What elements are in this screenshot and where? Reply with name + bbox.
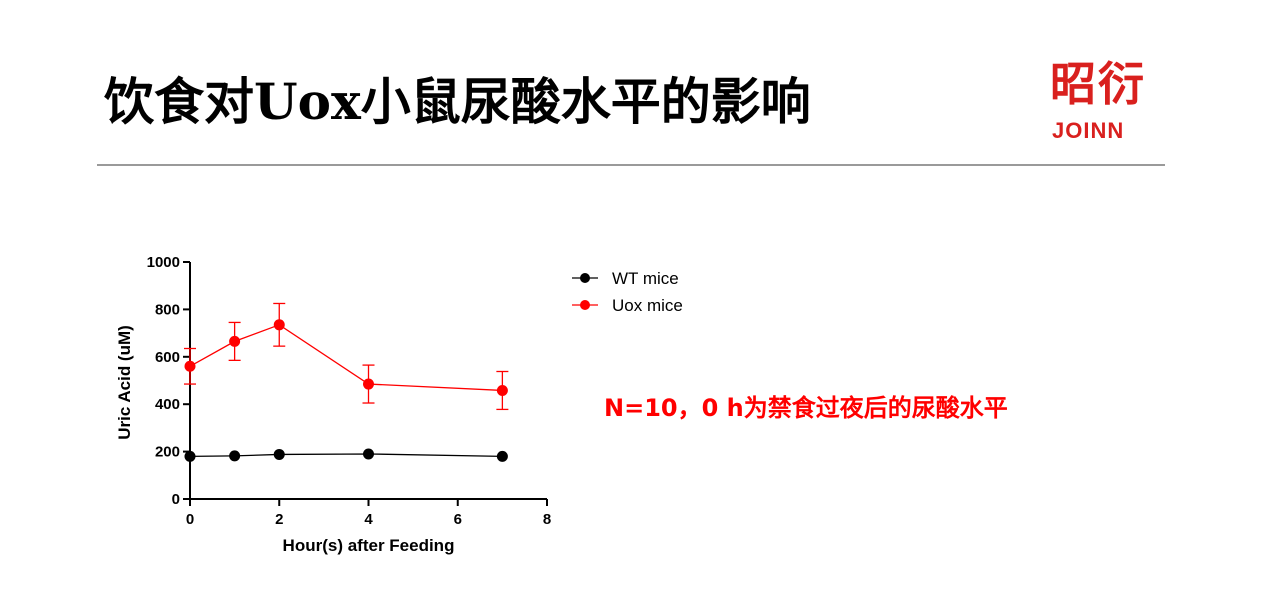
data-point <box>496 450 508 462</box>
legend-marker <box>580 273 590 283</box>
data-point <box>363 448 374 460</box>
data-point <box>184 450 196 462</box>
data-point <box>273 319 285 331</box>
legend-label: WT mice <box>612 269 679 288</box>
legend-label: Uox mice <box>612 296 683 315</box>
x-tick-label: 4 <box>364 511 373 528</box>
y-tick-label: 0 <box>172 491 180 508</box>
y-tick-label: 800 <box>155 301 180 318</box>
data-point <box>363 378 374 390</box>
joinn-logo: 昭衍 JOINN <box>1048 56 1168 152</box>
sample-note: N=10，0 h为禁食过夜后的尿酸水平 <box>604 394 1008 422</box>
slide-title: 饮食对Uox小鼠尿酸水平的影响 <box>104 72 811 131</box>
logo-brand-text: JOINN <box>1052 118 1125 143</box>
legend-marker <box>580 300 590 310</box>
x-tick-label: 2 <box>275 511 283 528</box>
y-tick-label: 400 <box>155 396 180 413</box>
x-tick-label: 6 <box>454 511 462 528</box>
y-tick-label: 600 <box>155 349 180 366</box>
title-divider <box>97 164 1165 166</box>
x-tick-label: 8 <box>543 511 551 528</box>
y-tick-label: 1000 <box>147 254 180 271</box>
data-point <box>273 448 285 460</box>
series-line-1 <box>189 324 503 392</box>
data-point <box>496 384 508 396</box>
y-axis-title: Uric Acid (uM) <box>115 325 134 440</box>
logo-mark: 昭衍 <box>1050 57 1146 111</box>
x-tick-label: 0 <box>186 511 194 528</box>
data-point <box>229 335 241 347</box>
y-tick-label: 200 <box>155 444 180 461</box>
data-point <box>229 450 241 462</box>
x-axis-title: Hour(s) after Feeding <box>283 536 455 555</box>
data-point <box>184 360 196 372</box>
